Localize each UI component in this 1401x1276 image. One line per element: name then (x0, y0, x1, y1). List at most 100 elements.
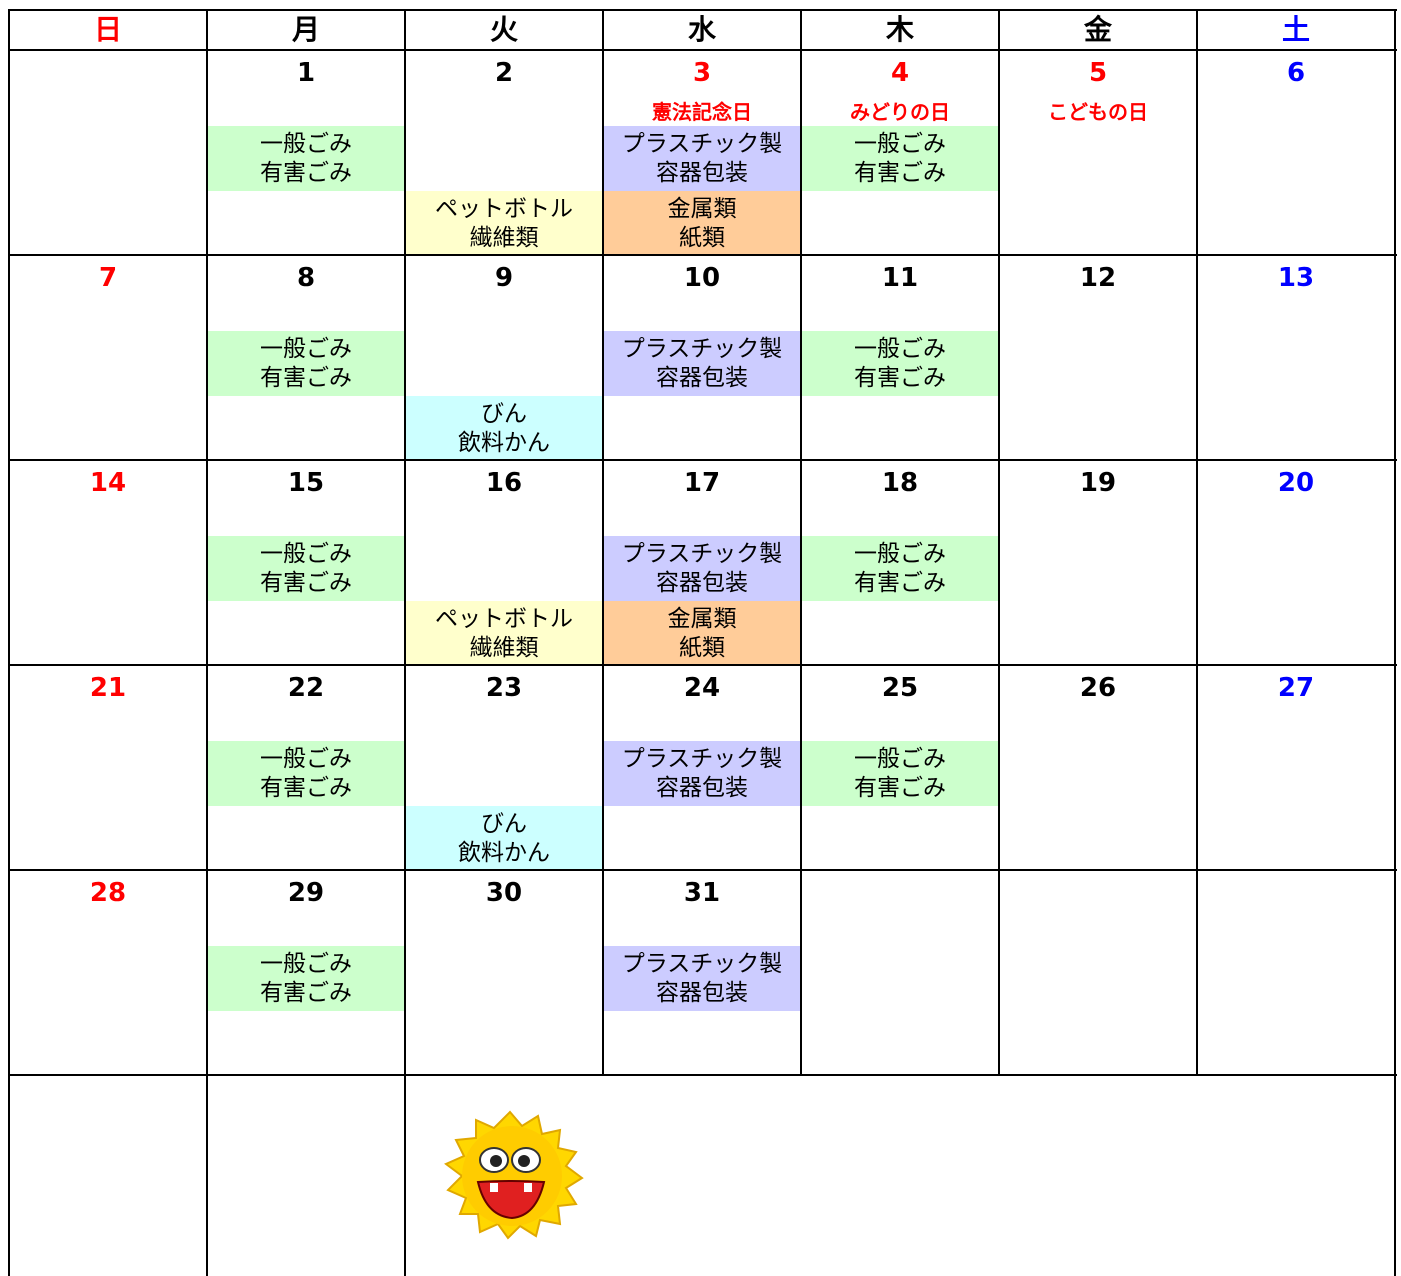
grid-line (206, 1075, 208, 1276)
date-number: 28 (89, 878, 127, 908)
collection-text: 金属類 (667, 606, 737, 632)
collection-text: 有害ごみ (260, 775, 352, 801)
date-number: 29 (287, 878, 325, 908)
holiday-name: 憲法記念日 (652, 100, 752, 124)
collection-text: ペットボトル (435, 606, 573, 632)
collection-text: 有害ごみ (260, 570, 352, 596)
date-number: 19 (1079, 468, 1117, 498)
weekday-header: 水 (687, 13, 716, 46)
collection-text: 一般ごみ (260, 746, 352, 772)
collection-text: 有害ごみ (854, 160, 946, 186)
collection-box (603, 741, 801, 806)
collection-text: プラスチック製 (621, 951, 783, 977)
weekday-header: 月 (291, 13, 320, 46)
collection-text: 一般ごみ (854, 746, 946, 772)
collection-box (207, 331, 405, 396)
collection-box (801, 126, 999, 191)
collection-text: 容器包装 (656, 570, 748, 596)
collection-text: 容器包装 (656, 160, 748, 186)
date-number: 23 (485, 673, 523, 703)
date-number: 3 (692, 58, 712, 88)
collection-text: プラスチック製 (621, 541, 783, 567)
grid-line (9, 1074, 1397, 1076)
collection-text: プラスチック製 (621, 336, 783, 362)
collection-text: 一般ごみ (260, 951, 352, 977)
date-number: 11 (881, 263, 919, 293)
collection-text: 一般ごみ (260, 541, 352, 567)
grid-line (404, 1075, 406, 1276)
date-number: 4 (890, 58, 910, 88)
grid-line (9, 9, 1397, 11)
collection-box (207, 536, 405, 601)
collection-text: 有害ごみ (854, 570, 946, 596)
date-number: 8 (296, 263, 316, 293)
collection-text: 飲料かん (458, 840, 550, 866)
grid-line (8, 1075, 10, 1276)
date-number: 25 (881, 673, 919, 703)
grid-line (9, 254, 1397, 256)
grid-line (9, 869, 1397, 871)
collection-text: 有害ごみ (854, 775, 946, 801)
collection-text: 有害ごみ (260, 980, 352, 1006)
date-number: 26 (1079, 673, 1117, 703)
collection-text: 紙類 (679, 635, 725, 661)
collection-box (405, 396, 603, 461)
collection-text: 飲料かん (458, 430, 550, 456)
collection-box (603, 331, 801, 396)
collection-box (207, 741, 405, 806)
weekday-header: 火 (489, 13, 518, 46)
collection-box (207, 946, 405, 1011)
collection-text: 紙類 (679, 225, 725, 251)
date-number: 20 (1277, 468, 1315, 498)
collection-box (603, 126, 801, 191)
collection-box (207, 126, 405, 191)
grid-line (998, 9, 1000, 1076)
collection-text: 繊維類 (469, 225, 539, 251)
collection-box (603, 536, 801, 601)
date-number: 6 (1286, 58, 1306, 88)
grid-line (206, 9, 208, 1076)
date-number: 22 (287, 673, 325, 703)
collection-box (801, 536, 999, 601)
collection-box (603, 601, 801, 666)
collection-text: 有害ごみ (260, 160, 352, 186)
mascot (444, 1110, 584, 1240)
date-number: 27 (1277, 673, 1315, 703)
date-number: 9 (494, 263, 514, 293)
grid-line (1394, 1075, 1396, 1276)
date-number: 24 (683, 673, 721, 703)
collection-text: 容器包装 (656, 980, 748, 1006)
collection-text: 一般ごみ (260, 336, 352, 362)
collection-text: 一般ごみ (854, 541, 946, 567)
date-number: 17 (683, 468, 721, 498)
collection-text: びん (481, 811, 527, 837)
date-number: 18 (881, 468, 919, 498)
collection-box (801, 741, 999, 806)
date-number: 31 (683, 878, 721, 908)
grid-line (9, 459, 1397, 461)
weekday-header: 土 (1281, 13, 1310, 46)
date-number: 15 (287, 468, 325, 498)
collection-box (405, 601, 603, 666)
grid-line (9, 49, 1397, 51)
collection-box (603, 946, 801, 1011)
collection-text: 有害ごみ (260, 365, 352, 391)
collection-text: 容器包装 (656, 775, 748, 801)
collection-box (405, 806, 603, 871)
date-number: 21 (89, 673, 127, 703)
date-number: 16 (485, 468, 523, 498)
collection-text: プラスチック製 (621, 131, 783, 157)
grid-line (800, 9, 802, 1076)
collection-text: 一般ごみ (854, 336, 946, 362)
grid-line (9, 664, 1397, 666)
date-number: 1 (296, 58, 316, 88)
date-number: 2 (494, 58, 514, 88)
weekday-header: 日 (93, 13, 122, 46)
date-number: 12 (1079, 263, 1117, 293)
collection-text: 金属類 (667, 196, 737, 222)
collection-box (801, 331, 999, 396)
grid-line (8, 9, 10, 1076)
grid-line (1196, 9, 1198, 1076)
date-number: 7 (98, 263, 118, 293)
